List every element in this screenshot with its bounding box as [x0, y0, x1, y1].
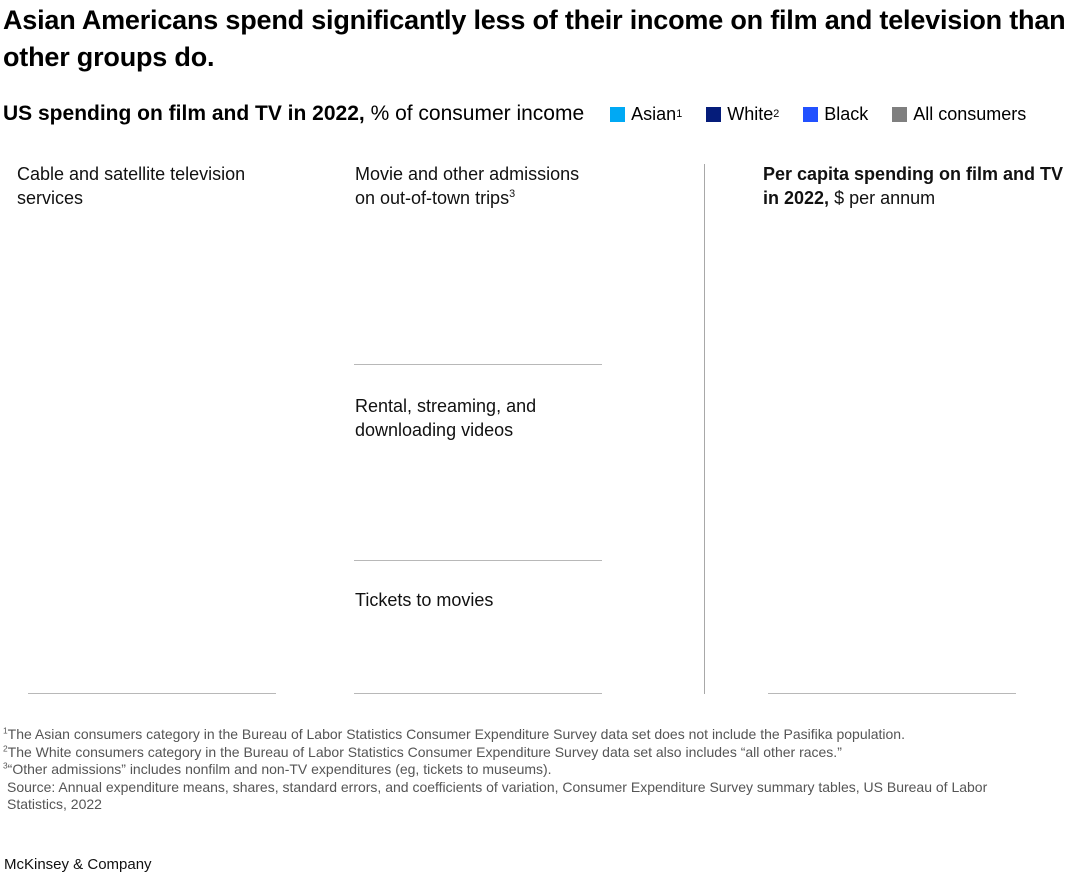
chart-subtitle: US spending on film and TV in 2022, % of… — [3, 102, 584, 126]
footnote-number: 2 — [3, 742, 8, 753]
panel-label-line: services — [17, 188, 84, 208]
legend-item-asian: Asian 1 — [610, 104, 682, 125]
footnote-text: The Asian consumers category in the Bure… — [7, 726, 905, 742]
footnote-number: 3 — [3, 760, 8, 771]
legend-label: All consumers — [913, 103, 1027, 124]
brand-logo-text: McKinsey & Company — [4, 856, 152, 873]
panel-label-line: downloading videos — [355, 420, 514, 440]
legend-label: White — [727, 103, 774, 124]
source-line-2: Statistics, 2022 — [7, 796, 102, 812]
panel-divider — [704, 164, 705, 694]
footnote-text: The White consumers category in the Bure… — [7, 743, 842, 760]
footnotes: 1The Asian consumers category in the Bur… — [3, 726, 1073, 814]
panel-label-line: in 2022, $ per annum — [763, 186, 1063, 210]
legend-label: Black — [824, 103, 869, 124]
subtitle-row: US spending on film and TV in 2022, % of… — [3, 100, 1080, 128]
baseline-tickets — [354, 693, 602, 694]
footnote-2: 2The White consumers category in the Bur… — [3, 744, 1073, 762]
panel-label-line: Movie and other admissions — [355, 164, 580, 184]
panel-label-text: on out-of-town trips — [355, 188, 510, 208]
panel-label-line: on out-of-town trips3 — [355, 186, 579, 210]
panel-label-line: Cable and satellite television — [17, 164, 246, 184]
legend-swatch-black — [803, 106, 819, 122]
baseline-per-capita — [768, 693, 1016, 694]
legend-label: Asian — [631, 103, 677, 124]
panel-label-rental: Rental, streaming, and downloading video… — [355, 394, 536, 442]
panel-label-bold: in 2022, — [763, 188, 830, 208]
subtitle-bold: US spending on film and TV in 2022, — [3, 102, 365, 125]
legend: Asian 1 White 2 Black All consumers — [610, 104, 1026, 125]
footnote-number: 1 — [3, 725, 8, 736]
panel-label-out-of-town: Movie and other admissions on out-of-tow… — [355, 162, 579, 210]
baseline-rental — [354, 560, 602, 561]
legend-swatch-white — [706, 106, 722, 122]
baseline-cable — [28, 693, 276, 694]
legend-swatch-all — [892, 106, 908, 122]
subtitle-unit: % of consumer income — [370, 102, 585, 125]
panel-label-unit: $ per annum — [834, 188, 936, 208]
legend-swatch-asian — [610, 106, 626, 122]
legend-item-black: Black — [803, 104, 868, 125]
panel-label-bold: Per capita spending on film and TV — [763, 164, 1064, 184]
legend-item-white: White 2 — [706, 104, 779, 125]
footnote-text: “Other admissions” includes nonfilm and … — [7, 761, 552, 777]
panel-label-tickets: Tickets to movies — [355, 588, 493, 612]
panel-label-per-capita: Per capita spending on film and TV in 20… — [763, 162, 1063, 210]
footnote-3: 3“Other admissions” includes nonfilm and… — [3, 761, 1073, 779]
footnote-ref: 3 — [509, 188, 516, 200]
panel-label-line: Rental, streaming, and — [355, 396, 537, 416]
chart-title: Asian Americans spend significantly less… — [3, 5, 1066, 72]
legend-item-all-consumers: All consumers — [892, 104, 1026, 125]
source-line-1: Source: Annual expenditure means, shares… — [7, 778, 988, 795]
footnote-1: 1The Asian consumers category in the Bur… — [3, 726, 1073, 744]
panel-label-line: Tickets to movies — [355, 590, 494, 610]
baseline-out-of-town — [354, 364, 602, 365]
panel-label-cable: Cable and satellite television services — [17, 162, 245, 210]
panel-label-line: Per capita spending on film and TV — [763, 162, 1063, 186]
